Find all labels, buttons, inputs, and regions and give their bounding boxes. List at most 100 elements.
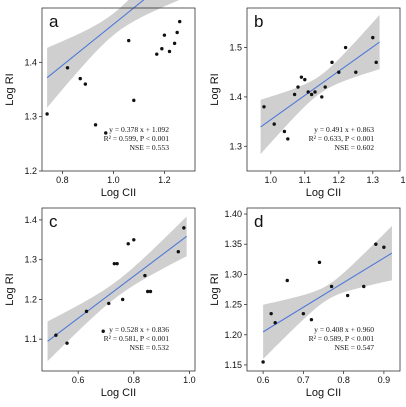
y-tick-label: 1.15 [224,360,242,370]
panel-c: 0.6 0.8 1.0 1.1 1.2 1.3 1.4 Log CII Log RI c y = 0… [4,207,196,399]
plot-frame [41,207,196,372]
data-point [343,45,348,50]
data-point [345,293,350,298]
data-point [175,30,179,35]
data-point [176,250,181,254]
panel-letter: a [49,12,59,31]
x-tick-label: 1.2 [333,175,346,185]
plot-frame [41,7,196,172]
x-tick-label: 1.4 [401,175,406,185]
regression-annotation: R² = 0.599, P < 0.001 [104,134,170,143]
y-tick-label: 1.20 [224,330,242,340]
data-point [285,278,289,283]
x-tick-label: 0.8 [128,375,141,385]
data-point [120,297,125,302]
data-point [54,333,58,337]
regression-annotation: NSE = 0.553 [129,143,169,152]
regression-annotation: y = 0.491 x + 0.863 [314,125,374,134]
data-point [286,137,290,141]
regression-annotation: NSE = 0.602 [334,143,374,152]
x-tick-label: 0.9 [378,375,391,385]
y-tick-label: 1.25 [224,300,242,310]
data-point [337,70,341,74]
data-point [272,122,276,126]
y-tick-label: 1.3 [24,112,37,122]
data-point [65,66,70,70]
y-tick-label: 1.1 [24,334,37,344]
fit-line [47,235,187,342]
regression-annotation: R² = 0.581, P < 0.001 [104,334,170,343]
data-point [155,52,159,56]
y-tick-label: 1.2 [24,166,37,176]
regression-annotation: NSE = 0.532 [129,343,169,352]
data-point [317,260,322,265]
data-point [167,49,172,54]
fit-line [262,252,393,333]
data-point [83,82,88,86]
panel-a: 0.8 1.0 1.2 1.2 1.3 1.4 Log CII Log RI a y = 0.37… [4,0,196,199]
y-tick-label: 1.3 [24,255,37,265]
fit-line [46,0,145,79]
x-tick-label: 0.6 [257,375,270,385]
y-axis-label: Log RI [4,273,16,305]
y-tick-label: 1.4 [229,92,242,102]
y-tick-label: 1.4 [24,215,37,225]
x-axis-label: Log CII [306,387,341,399]
x-tick-label: 1.0 [183,375,196,385]
data-point [178,19,182,24]
data-point [132,98,136,103]
panel-b: 1.0 1.1 1.2 1.3 1.4 1.3 1.4 1.5 Log CII Log RI b y … [209,7,406,199]
regression-annotation: R² = 0.589, P < 0.001 [309,334,375,343]
data-point [323,85,327,89]
data-point [172,41,177,46]
data-point [261,360,265,364]
plot-frame [246,207,401,372]
x-tick-label: 1.2 [158,175,171,185]
data-point [126,242,130,246]
panel-letter: c [49,212,58,231]
y-tick-label: 1.4 [24,57,37,67]
data-point [160,47,164,51]
regression-annotation: y = 0.528 x + 0.836 [109,325,169,334]
data-point [309,317,314,322]
data-point [104,131,108,135]
y-tick-label: 1.30 [224,269,242,279]
y-tick-label: 1.2 [24,294,37,304]
regression-annotation: y = 0.378 x + 1.092 [109,125,169,134]
data-point [107,301,111,306]
data-point [354,70,358,74]
x-tick-label: 0.7 [297,375,310,385]
panel-letter: b [254,12,263,31]
x-tick-label: 1.0 [107,175,120,185]
regression-annotation: y = 0.408 x + 0.960 [314,325,374,334]
x-tick-label: 1.0 [265,175,278,185]
data-point [269,311,273,316]
data-point [282,129,287,134]
x-tick-label: 0.8 [337,375,350,385]
data-point [182,226,186,230]
panel-letter: d [254,212,263,231]
panel-d: 0.6 0.7 0.8 0.9 1.15 1.20 1.25 1.30 1.35 1.40 Log … [209,207,401,399]
data-point [374,60,378,65]
y-tick-label: 1.3 [229,141,242,151]
data-point [303,77,307,82]
data-point [78,76,82,81]
data-point [320,95,324,99]
data-point [362,284,366,289]
data-point [329,284,334,289]
fit-line [260,41,380,128]
confidence-band [47,0,180,108]
data-point [301,311,306,316]
y-axis-label: Log RI [4,73,16,105]
y-axis-label: Log RI [209,273,221,305]
x-axis-label: Log CII [101,387,136,399]
data-point [382,245,386,249]
data-point [371,35,375,40]
data-point [146,289,150,294]
y-tick-label: 1.40 [224,209,242,219]
data-point [313,90,317,94]
data-point [306,90,310,94]
data-point [84,309,89,314]
data-point [132,238,136,242]
